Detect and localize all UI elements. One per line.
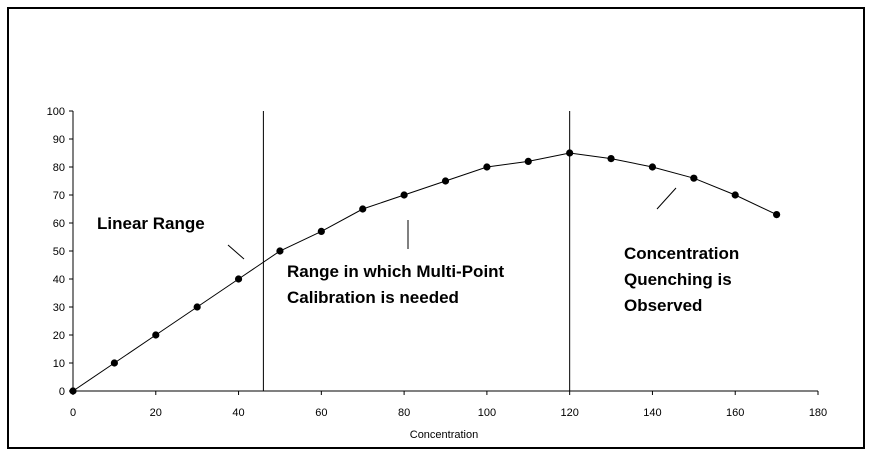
y-tick-label: 90 (53, 134, 65, 146)
data-point (276, 247, 284, 255)
x-tick-label: 160 (726, 407, 744, 419)
data-point (441, 177, 450, 185)
chart-border (7, 7, 865, 449)
y-tick-label: 100 (47, 106, 65, 118)
y-tick-label: 50 (53, 246, 65, 258)
annotation-quenching-line-1: Concentration (624, 244, 739, 263)
data-point (524, 157, 532, 165)
data-point (773, 211, 781, 219)
x-tick-label: 120 (560, 407, 578, 419)
annotation-pointer-linear (227, 244, 245, 260)
y-tick-label: 0 (59, 386, 65, 398)
annotation-quenching-line-2: Quenching is (624, 270, 732, 289)
y-tick-label: 20 (53, 330, 65, 342)
y-tick-label: 30 (53, 302, 65, 314)
data-point (193, 303, 201, 311)
data-point (400, 191, 408, 199)
y-tick-label: 10 (53, 358, 65, 370)
x-tick-label: 80 (398, 407, 410, 419)
series-line (72, 152, 777, 392)
range-divider-lines (262, 111, 571, 391)
x-tick-label: 100 (478, 407, 496, 419)
data-point (690, 174, 698, 182)
annotations: Linear Range Range in which Multi-Point … (97, 187, 739, 315)
annotation-quenching-line-3: Observed (624, 296, 702, 315)
data-point (566, 149, 574, 157)
x-tick-label: 20 (150, 407, 162, 419)
annotation-linear-range: Linear Range (97, 214, 205, 233)
data-point (152, 331, 160, 339)
x-tick-label: 40 (232, 407, 244, 419)
x-axis-label: Concentration (410, 429, 479, 441)
data-point (234, 275, 243, 283)
data-point (69, 387, 77, 395)
x-tick-label: 180 (809, 407, 827, 419)
x-tick-label: 140 (643, 407, 661, 419)
series-group (69, 149, 781, 395)
data-point (359, 205, 367, 213)
data-point (110, 359, 118, 367)
x-tick-label: 0 (70, 407, 76, 419)
data-point (648, 163, 657, 171)
data-point (607, 155, 615, 163)
y-tick-label: 70 (53, 190, 65, 202)
annotation-multi-point-line-2: Calibration is needed (287, 288, 459, 307)
annotation-pointer-quenching (656, 187, 677, 210)
y-tick-label: 60 (53, 218, 65, 230)
data-point (317, 227, 325, 235)
data-point (483, 163, 491, 171)
x-tick-label: 60 (315, 407, 327, 419)
y-tick-label: 80 (53, 162, 65, 174)
y-tick-label: 40 (53, 274, 65, 286)
ticks: 0 10 20 30 40 50 60 70 80 90 100 0 20 40 60 80 100 120 140… (47, 106, 828, 419)
data-point (731, 191, 739, 199)
annotation-multi-point-line-1: Range in which Multi-Point (287, 262, 505, 281)
